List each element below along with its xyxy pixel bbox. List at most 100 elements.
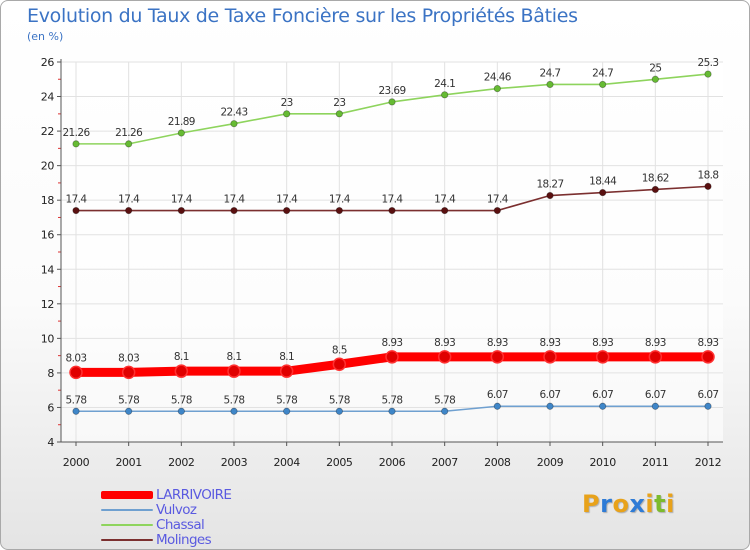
data-label-molinges: 18.8 <box>698 169 719 181</box>
data-point-larrivoire <box>174 364 189 378</box>
legend-swatch <box>101 523 153 526</box>
data-label-vulvoz: 5.78 <box>224 394 245 406</box>
legend-label: Molinges <box>156 531 212 548</box>
data-point-chassal <box>125 140 133 148</box>
y-tick-label: 16 <box>41 229 55 242</box>
y-tick-label: 12 <box>41 298 54 311</box>
data-label-chassal: 21.26 <box>115 127 143 139</box>
x-tick-label: 2004 <box>273 456 300 469</box>
legend-swatch <box>101 538 153 541</box>
data-point-larrivoire <box>227 364 241 378</box>
data-point-chassal <box>704 70 712 78</box>
y-tick-label: 20 <box>41 160 55 173</box>
data-point-vulvoz <box>546 402 554 410</box>
data-label-larrivoire: 8.93 <box>487 337 508 349</box>
x-tick-label: 2000 <box>63 456 90 469</box>
data-label-chassal: 25.3 <box>698 57 719 69</box>
data-point-molinges <box>493 206 501 215</box>
data-point-chassal <box>388 98 396 106</box>
data-label-larrivoire: 8.03 <box>66 352 87 364</box>
legend-swatch <box>101 490 153 499</box>
y-tick-label: 22 <box>41 125 54 138</box>
data-point-vulvoz <box>72 407 80 415</box>
data-label-chassal: 24.1 <box>434 78 455 90</box>
data-point-chassal <box>283 110 291 118</box>
x-tick-label: 2010 <box>589 456 616 469</box>
data-label-molinges: 18.44 <box>589 176 617 188</box>
data-label-larrivoire: 8.03 <box>118 352 139 364</box>
legend-swatch <box>101 508 153 511</box>
data-point-vulvoz <box>441 407 449 415</box>
data-label-vulvoz: 5.78 <box>171 394 192 406</box>
y-tick-label: 4 <box>47 436 54 449</box>
data-point-vulvoz <box>177 407 185 415</box>
data-label-chassal: 22.43 <box>220 107 247 119</box>
data-point-chassal <box>599 80 607 89</box>
data-label-larrivoire: 8.93 <box>540 337 561 349</box>
data-label-chassal: 24.7 <box>592 67 613 79</box>
data-point-larrivoire <box>385 350 399 364</box>
data-label-chassal: 21.89 <box>168 116 195 128</box>
x-tick-label: 2006 <box>379 456 406 469</box>
data-label-chassal: 25 <box>649 62 661 74</box>
y-tick-label: 24 <box>41 91 55 104</box>
data-label-molinges: 17.4 <box>171 194 193 206</box>
y-tick-label: 8 <box>47 367 54 380</box>
data-label-vulvoz: 5.78 <box>434 394 455 406</box>
data-label-molinges: 17.4 <box>118 194 140 206</box>
data-point-larrivoire <box>701 350 715 364</box>
data-label-molinges: 17.4 <box>382 194 404 206</box>
data-label-vulvoz: 5.78 <box>118 394 139 406</box>
data-label-chassal: 23.69 <box>378 85 405 97</box>
data-label-larrivoire: 8.5 <box>332 344 347 356</box>
logo-letter: x <box>629 490 646 518</box>
legend: LARRIVOIRE Vulvoz Chassal Molinges <box>101 486 232 548</box>
data-point-larrivoire <box>437 350 452 364</box>
data-point-molinges <box>177 206 185 215</box>
data-point-larrivoire <box>490 350 505 364</box>
x-tick-label: 2012 <box>695 456 721 469</box>
x-tick-label: 2002 <box>168 456 194 469</box>
data-point-vulvoz <box>230 407 238 415</box>
data-label-chassal: 23 <box>333 97 345 109</box>
data-point-molinges <box>546 191 554 200</box>
y-tick-label: 10 <box>41 332 55 345</box>
legend-label: Vulvoz <box>156 501 197 518</box>
data-label-larrivoire: 8.1 <box>279 351 294 363</box>
data-label-vulvoz: 5.78 <box>329 394 350 406</box>
legend-item-chassal: Chassal <box>101 517 231 533</box>
data-label-molinges: 17.4 <box>434 194 456 206</box>
data-label-larrivoire: 8.93 <box>382 337 403 349</box>
y-tick-label: 18 <box>41 194 55 207</box>
data-point-vulvoz <box>283 407 291 415</box>
x-tick-label: 2007 <box>431 456 458 469</box>
data-point-chassal <box>72 140 80 148</box>
data-label-molinges: 17.4 <box>276 194 298 206</box>
legend-label: LARRIVOIRE <box>156 486 232 503</box>
data-point-vulvoz <box>125 407 133 415</box>
data-label-molinges: 17.4 <box>487 194 509 206</box>
data-point-larrivoire <box>595 350 610 364</box>
data-point-larrivoire <box>69 365 83 380</box>
y-tick-label: 6 <box>47 401 54 414</box>
data-point-larrivoire <box>121 365 136 380</box>
data-point-molinges <box>230 206 238 215</box>
data-label-larrivoire: 8.93 <box>434 337 455 349</box>
data-point-chassal <box>651 75 659 83</box>
x-tick-label: 2003 <box>221 456 248 469</box>
data-label-chassal: 24.7 <box>540 67 561 79</box>
data-label-vulvoz: 6.07 <box>698 389 719 401</box>
data-label-larrivoire: 8.93 <box>698 337 719 349</box>
data-point-molinges <box>125 206 133 215</box>
data-point-vulvoz <box>493 402 501 410</box>
data-label-chassal: 24.46 <box>484 72 512 84</box>
data-label-chassal: 21.26 <box>62 127 90 139</box>
data-label-molinges: 18.27 <box>536 179 563 191</box>
data-point-chassal <box>493 85 501 93</box>
logo-letter: i <box>666 490 675 518</box>
logo-letter: P <box>582 490 601 518</box>
chart-title: Evolution du Taux de Taxe Foncière sur l… <box>27 5 578 27</box>
data-point-vulvoz <box>599 402 607 410</box>
data-point-molinges <box>704 182 712 190</box>
